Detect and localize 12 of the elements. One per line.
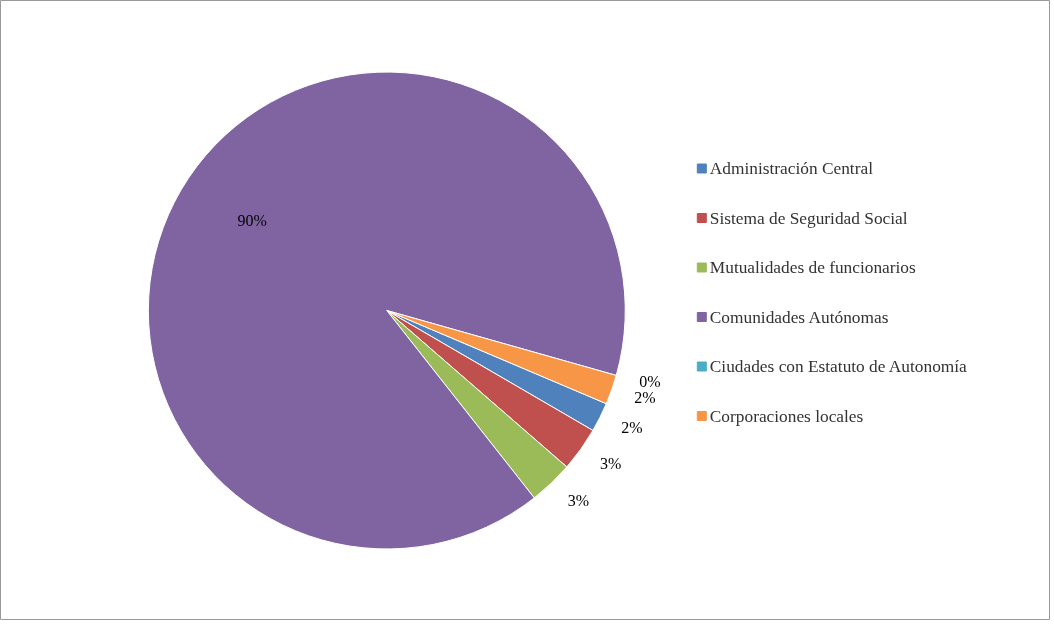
- legend-label: Comunidades Autónomas: [709, 307, 889, 327]
- legend-label: Mutualidades de funcionarios: [709, 258, 917, 277]
- legend-label: Ciudades con Estatuto de Autonomía: [709, 357, 968, 376]
- data-label: 2%: [634, 389, 656, 407]
- data-label: 3%: [567, 491, 590, 509]
- legend-label: Sistema de Seguridad Social: [709, 208, 908, 228]
- data-label: 2%: [621, 419, 643, 437]
- data-label: 90%: [237, 211, 267, 229]
- text: 0%: [639, 373, 661, 391]
- legend-label: Administración Central: [709, 159, 874, 178]
- legend-label: Corporaciones locales: [709, 406, 864, 426]
- data-label: 3%: [600, 454, 622, 472]
